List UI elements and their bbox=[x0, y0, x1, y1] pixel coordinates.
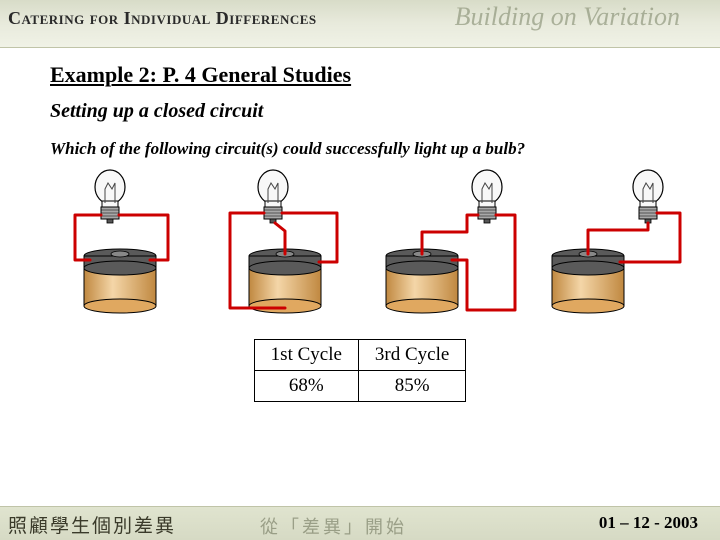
question-text: Which of the following circuit(s) could … bbox=[50, 139, 670, 159]
table-value-1: 68% bbox=[254, 371, 358, 402]
circuit-3 bbox=[377, 165, 527, 315]
example-title: Example 2: P. 4 General Studies bbox=[50, 62, 670, 88]
table-value-2: 85% bbox=[358, 371, 465, 402]
results-table: 1st Cycle 3rd Cycle 68% 85% bbox=[254, 339, 467, 402]
table-row: 68% 85% bbox=[254, 371, 466, 402]
slide-content: Example 2: P. 4 General Studies Setting … bbox=[0, 48, 720, 402]
slide-header: Catering for Individual Differences Buil… bbox=[0, 0, 720, 48]
circuit-2 bbox=[213, 165, 363, 315]
footer-date: 01 – 12 - 2003 bbox=[599, 513, 698, 533]
results-table-wrap: 1st Cycle 3rd Cycle 68% 85% bbox=[50, 339, 670, 402]
circuit-4 bbox=[540, 165, 690, 315]
example-subtitle: Setting up a closed circuit bbox=[50, 100, 670, 123]
footer-mid-text: 從「差異」開始 bbox=[260, 513, 407, 539]
circuit-diagrams bbox=[50, 165, 690, 315]
header-title: Catering for Individual Differences bbox=[8, 8, 317, 29]
table-header-2: 3rd Cycle bbox=[358, 340, 465, 371]
slide-footer: 照顧學生個別差異 從「差異」開始 01 – 12 - 2003 bbox=[0, 506, 720, 540]
circuit-1 bbox=[50, 165, 200, 315]
table-row: 1st Cycle 3rd Cycle bbox=[254, 340, 466, 371]
footer-left-text: 照顧學生個別差異 bbox=[8, 511, 176, 538]
table-header-1: 1st Cycle bbox=[254, 340, 358, 371]
header-subtitle: Building on Variation bbox=[455, 2, 680, 32]
